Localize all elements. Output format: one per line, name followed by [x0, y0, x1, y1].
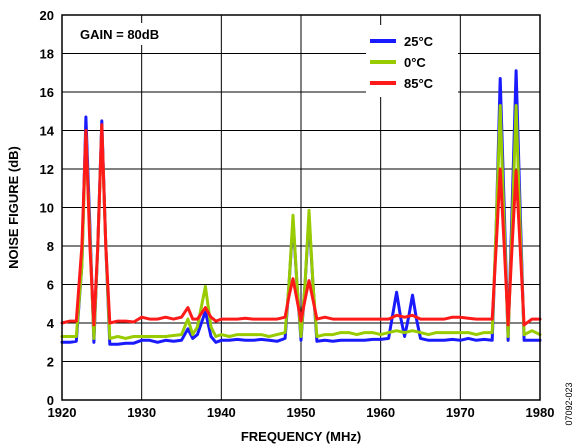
gain-annotation: GAIN = 80dB [64, 23, 186, 45]
y-tick-label-6: 6 [47, 278, 54, 293]
y-tick-label-2: 2 [47, 355, 54, 370]
y-tick-label-10: 10 [40, 201, 54, 216]
x-axis-title: FREQUENCY (MHz) [241, 429, 361, 444]
y-tick-label-0: 0 [47, 393, 54, 408]
x-tick-label-1980: 1980 [526, 405, 555, 420]
gain-annotation-text: GAIN = 80dB [80, 27, 159, 42]
series-line-2 [60, 123, 542, 327]
legend: 25°C 0°C 85°C [366, 25, 458, 97]
legend-label-0: 25°C [404, 34, 434, 49]
y-tick-label-14: 14 [40, 124, 55, 139]
series-line-1 [60, 104, 542, 340]
y-tick-label-16: 16 [40, 85, 54, 100]
series-lines [60, 69, 542, 346]
y-tick-label-4: 4 [47, 316, 55, 331]
y-tick-label-12: 12 [40, 162, 54, 177]
x-tick-labels: 1920 1930 1940 1950 1960 1970 1980 [48, 405, 555, 420]
x-tick-label-1920: 1920 [48, 405, 77, 420]
x-tick-label-1950: 1950 [287, 405, 316, 420]
grid-lines [62, 15, 540, 400]
x-tick-label-1970: 1970 [446, 405, 475, 420]
y-tick-label-20: 20 [40, 8, 54, 23]
y-tick-labels: 0 2 4 6 8 10 12 14 16 18 20 [40, 8, 55, 408]
x-tick-label-1960: 1960 [366, 405, 395, 420]
y-tick-label-18: 18 [40, 47, 54, 62]
legend-label-1: 0°C [404, 55, 426, 70]
y-axis-title: NOISE FIGURE (dB) [6, 146, 21, 269]
x-tick-label-1940: 1940 [207, 405, 236, 420]
figure-code: 07092-023 [564, 382, 574, 425]
y-tick-label-8: 8 [47, 239, 54, 254]
plot-frame [61, 14, 541, 401]
legend-label-2: 85°C [404, 76, 434, 91]
x-tick-label-1930: 1930 [127, 405, 156, 420]
